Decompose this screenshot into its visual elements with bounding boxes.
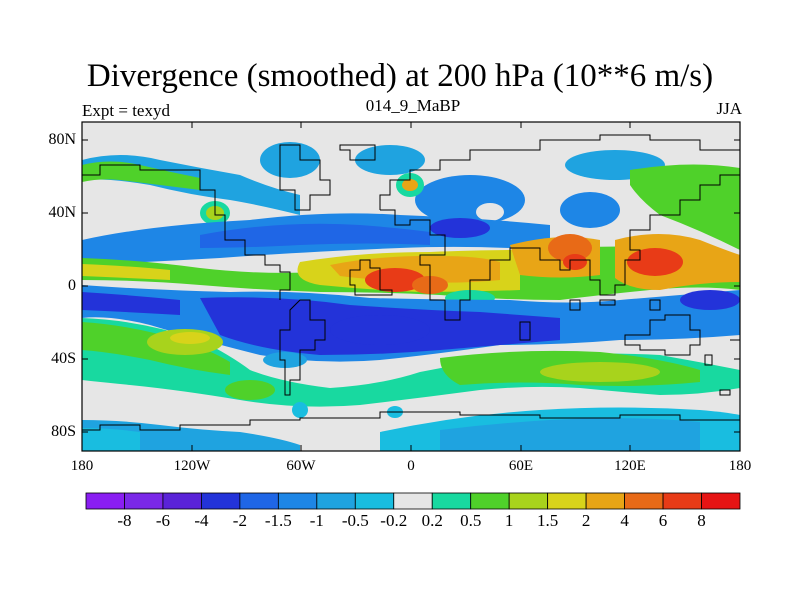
colorbar-label: 4 [620,511,629,530]
experiment-label: Expt = texyd [82,101,170,120]
lon-tick-label: 120E [614,458,646,474]
colorbar-cell [124,492,164,510]
colorbar-label: 0.2 [421,511,443,530]
northern-convergence-band [82,213,550,265]
lat-tick-label: 80N [48,131,76,148]
colorbar-label: -6 [155,511,171,530]
colorbar-cell [508,492,549,510]
colorbar-label: -8 [117,511,132,530]
colorbar-label: 1 [504,511,514,530]
colorbar-cell [239,492,279,510]
coastlines [82,134,740,431]
northern-divergence-band [82,234,740,306]
lon-tick-label: 120W [173,458,211,474]
colorbar-cell [585,492,625,510]
colorbar-cell [201,492,241,510]
colorbar-label: 8 [697,511,706,530]
colorbar-cell [393,492,433,510]
colorbar-cell [316,492,356,510]
colorbar-cell [431,492,472,510]
colorbar-label: -0.5 [341,511,369,530]
colorbar-label: -2 [232,511,247,530]
contour-fill-layer [82,122,740,451]
lat-tick-label: 40S [51,350,76,367]
colorbar-cell [85,492,125,510]
colorbar-label: 1.5 [537,511,559,530]
colorbar-label: 6 [658,511,668,530]
colorbar-cell [701,492,741,510]
case-label: 014_9_MaBP [365,96,461,115]
plot-title: Divergence (smoothed) at 200 hPa (10**6 … [86,58,714,94]
colorbar-cell [162,492,202,510]
southern-divergence-band [82,318,740,407]
colorbar-label: -1 [309,511,324,530]
southern-high-latitudes [82,402,740,451]
lon-tick-label: 0 [407,458,415,474]
lon-tick-label: 180 [70,458,94,474]
colorbar-label: 0.5 [460,511,482,530]
colorbar-cell [624,492,664,510]
lon-tick-label: 60W [286,458,316,474]
colorbar-label: -0.2 [380,511,408,530]
colorbar-label: -4 [194,511,209,530]
season-label: JJA [716,99,742,118]
lon-tick-label: 60E [508,458,534,474]
colorbar-label: 2 [581,511,591,530]
lat-tick-label: 0 [68,277,76,294]
colorbar-cell [470,492,510,510]
colorbar-cell [277,492,318,510]
lat-tick-label: 40N [48,204,76,221]
lat-tick-label: 80S [51,423,76,440]
lon-tick-label: 180 [728,458,752,474]
colorbar-cells [85,492,741,510]
colorbar-cell [354,492,395,510]
colorbar-cell [547,492,587,510]
map-frame [81,121,741,452]
colorbar-label: -1.5 [264,511,292,530]
colorbar-cell [662,492,702,510]
